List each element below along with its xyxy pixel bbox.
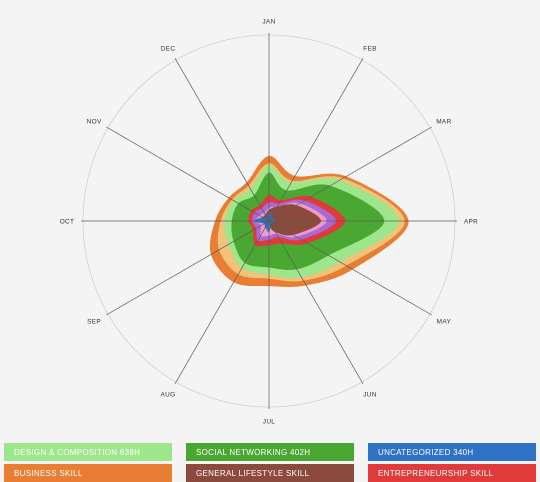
legend-item[interactable]: UNCATEGORIZED 340H [368,443,536,461]
axis-line-dec [174,58,270,222]
axis-line-mar [268,126,432,222]
month-label-nov: NOV [87,119,102,126]
legend-label: DESIGN & COMPOSITION 639H [14,448,141,457]
legend-item[interactable]: DESIGN & COMPOSITION 639H [4,443,172,461]
month-label-jan: JAN [262,19,275,26]
axis-line-sep [106,220,270,316]
month-label-aug: AUG [161,392,176,399]
month-label-apr: APR [464,219,478,226]
series-area-4[interactable] [259,204,322,236]
legend-label: BUSINESS SKILL [14,469,83,478]
legend-label: UNCATEGORIZED 340H [378,448,474,457]
axis-lines [81,33,457,409]
month-label-dec: DEC [161,45,176,52]
month-label-jun: JUN [363,392,377,399]
month-label-may: MAY [437,319,452,326]
legend-item[interactable]: ENTREPRENEURSHIP SKILL [368,464,536,482]
legend-item[interactable]: GENERAL LIFESTYLE SKILL [186,464,354,482]
month-label-feb: FEB [363,45,377,52]
axis-line-feb [268,58,364,222]
legend-item[interactable]: SOCIAL NETWORKING 402H [186,443,354,461]
axis-line-aug [174,220,270,384]
month-labels: JAN FEB MAR APR MAY JUN JUL AUG SEP OCT NOV DEC [60,19,478,426]
month-label-mar: MAR [436,119,451,126]
area-layer [209,155,409,288]
legend-item[interactable]: BUSINESS SKILL [4,464,172,482]
axis-line-nov [106,126,270,222]
legend-label: SOCIAL NETWORKING 402H [196,448,311,457]
legend-label: GENERAL LIFESTYLE SKILL [196,469,310,478]
month-label-oct: OCT [60,219,75,226]
month-label-jul: JUL [263,419,276,426]
axis-line-jun [268,220,364,384]
month-label-sep: SEP [87,319,101,326]
legend-label: ENTREPRENEURSHIP SKILL [378,469,494,478]
axis-line-may [268,220,432,316]
